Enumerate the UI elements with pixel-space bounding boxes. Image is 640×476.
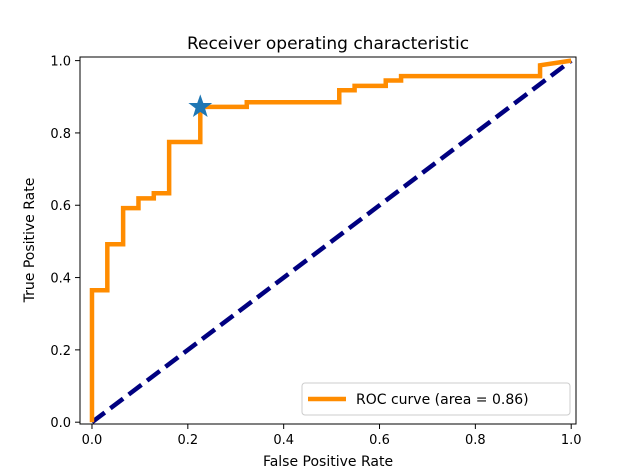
diagonal-reference-line [90, 58, 573, 424]
y-tick-label: 0.4 [50, 272, 71, 287]
x-tick-label: 0.6 [369, 433, 390, 448]
y-tick-label: 0.2 [50, 344, 71, 359]
y-tick-label: 0.0 [50, 416, 71, 431]
y-tick-label: 0.8 [50, 127, 71, 142]
legend-box [301, 382, 571, 416]
plot-frame [79, 56, 577, 425]
chart-title: Receiver operating characteristic [187, 34, 469, 54]
plot-area: 0.0 0.2 0.4 0.6 0.8 1.0 0.0 0.2 0.4 0.6 0.8 1.0 [50, 55, 581, 448]
y-axis-label: True Positive Rate [22, 178, 38, 304]
y-tick-label: 0.6 [50, 199, 71, 214]
x-tick-label: 0.8 [465, 433, 486, 448]
legend-label-roc: ROC curve (area = 0.86) [356, 392, 529, 408]
operating-point-star-icon [188, 94, 213, 118]
y-tick-label: 1.0 [50, 55, 71, 70]
legend: ROC curve (area = 0.86) [301, 382, 571, 416]
x-tick-label: 0.0 [82, 433, 103, 448]
x-tick-label: 1.0 [561, 433, 582, 448]
x-tick-label: 0.4 [273, 433, 294, 448]
x-axis-label: False Positive Rate [263, 454, 393, 470]
x-tick-label: 0.2 [177, 433, 198, 448]
